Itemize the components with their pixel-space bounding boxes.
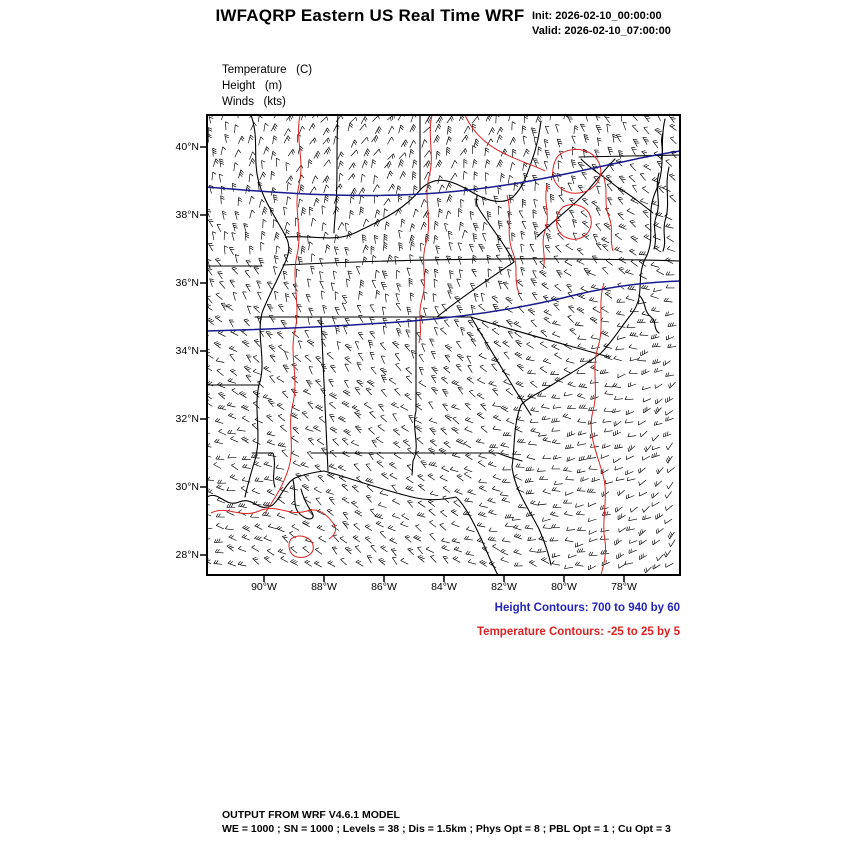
lat-tick-label: 34°N — [175, 345, 199, 357]
lon-tick-label: 82°W — [491, 581, 517, 593]
temp-contour — [590, 282, 606, 575]
mississippi-delta — [292, 479, 314, 520]
state-border-fl-north — [310, 452, 523, 462]
footer-model-line: OUTPUT FROM WRF V4.6.1 MODEL — [222, 809, 400, 821]
state-border-tn-nc — [436, 261, 515, 318]
temp-contour — [506, 194, 520, 294]
temp-contour — [464, 115, 546, 172]
footer-config-line: WE = 1000 ; SN = 1000 ; Levels = 38 ; Di… — [222, 822, 671, 835]
field-height: Height (m) — [222, 80, 283, 92]
lat-tick-label: 28°N — [175, 549, 199, 561]
field-list: Temperature (C) Height (m) Winds (kts) — [222, 62, 312, 110]
state-border-va-wv — [536, 158, 616, 238]
map-area — [197, 105, 690, 585]
temp-contour — [542, 184, 548, 270]
state-border-il-in — [333, 115, 339, 234]
init-valid-block: Init: 2026-02-10_00:00:00 Valid: 2026-02… — [532, 9, 671, 39]
lat-tick-label: 36°N — [175, 277, 199, 289]
temp-contour — [264, 115, 302, 514]
state-border-ga-sc — [470, 316, 532, 416]
footer-block: OUTPUT FROM WRF V4.6.1 MODEL WE = 1000 ;… — [222, 809, 671, 836]
lat-tick-label: 38°N — [175, 209, 199, 221]
coastline-atlantic — [511, 118, 666, 566]
longitude-axis: 90°W 88°W 86°W 84°W 82°W 80°W 78°W — [207, 577, 680, 597]
lat-tick-label: 32°N — [175, 413, 199, 425]
temp-contour — [418, 115, 433, 344]
chesapeake-bay — [653, 172, 660, 250]
coastline-gulf — [207, 470, 499, 575]
temp-contour-loop — [288, 535, 314, 558]
delmarva-shore — [662, 166, 670, 252]
state-border-ky-tn-va-nc — [282, 258, 680, 266]
temperature-contours-layer — [210, 115, 614, 575]
height-contour — [207, 150, 680, 197]
state-border-ms-al — [320, 316, 329, 472]
lon-tick-label: 88°W — [311, 581, 337, 593]
lon-tick-label: 84°W — [431, 581, 457, 593]
state-border-al-ga — [411, 316, 417, 476]
state-border-ky-va — [475, 194, 515, 263]
plot-title: IWFAQRP Eastern US Real Time WRF — [215, 6, 525, 25]
temp-contour-loop — [556, 204, 592, 240]
temp-contour-loop — [552, 148, 602, 194]
delaware-bay — [660, 132, 664, 160]
field-winds: Winds (kts) — [222, 96, 286, 108]
lon-tick-label: 78°W — [611, 581, 637, 593]
height-contour — [207, 280, 680, 332]
state-border-la-ms — [251, 452, 276, 488]
latitude-axis: 40°N 38°N 36°N 34°N 32°N 30°N 28°N — [163, 115, 201, 575]
pamlico-sound — [638, 294, 660, 334]
temp-contour — [210, 507, 337, 540]
temp-contour — [602, 174, 614, 252]
valid-time-label: Valid: 2026-02-10_07:00:00 — [532, 25, 671, 37]
axis-ticks — [200, 146, 625, 582]
geo-boundaries-layer — [207, 115, 680, 575]
lat-tick-label: 40°N — [175, 141, 199, 153]
wind-barbs-layer — [207, 115, 677, 574]
field-temperature: Temperature (C) — [222, 64, 313, 76]
lon-tick-label: 80°W — [551, 581, 577, 593]
weather-map — [200, 114, 681, 582]
lon-tick-label: 86°W — [371, 581, 397, 593]
ohio-river — [285, 120, 542, 239]
mississippi-river — [244, 115, 290, 498]
lat-tick-label: 30°N — [175, 481, 199, 493]
state-border-tn-south — [254, 316, 610, 358]
height-contour-legend: Height Contours: 700 to 940 by 60 — [494, 602, 680, 614]
height-contours-layer — [207, 150, 680, 332]
init-time-label: Init: 2026-02-10_00:00:00 — [532, 10, 662, 22]
state-border-md-pa — [578, 154, 680, 158]
lon-tick-label: 90°W — [251, 581, 277, 593]
temperature-contour-legend: Temperature Contours: -25 to 25 by 5 — [477, 626, 680, 638]
